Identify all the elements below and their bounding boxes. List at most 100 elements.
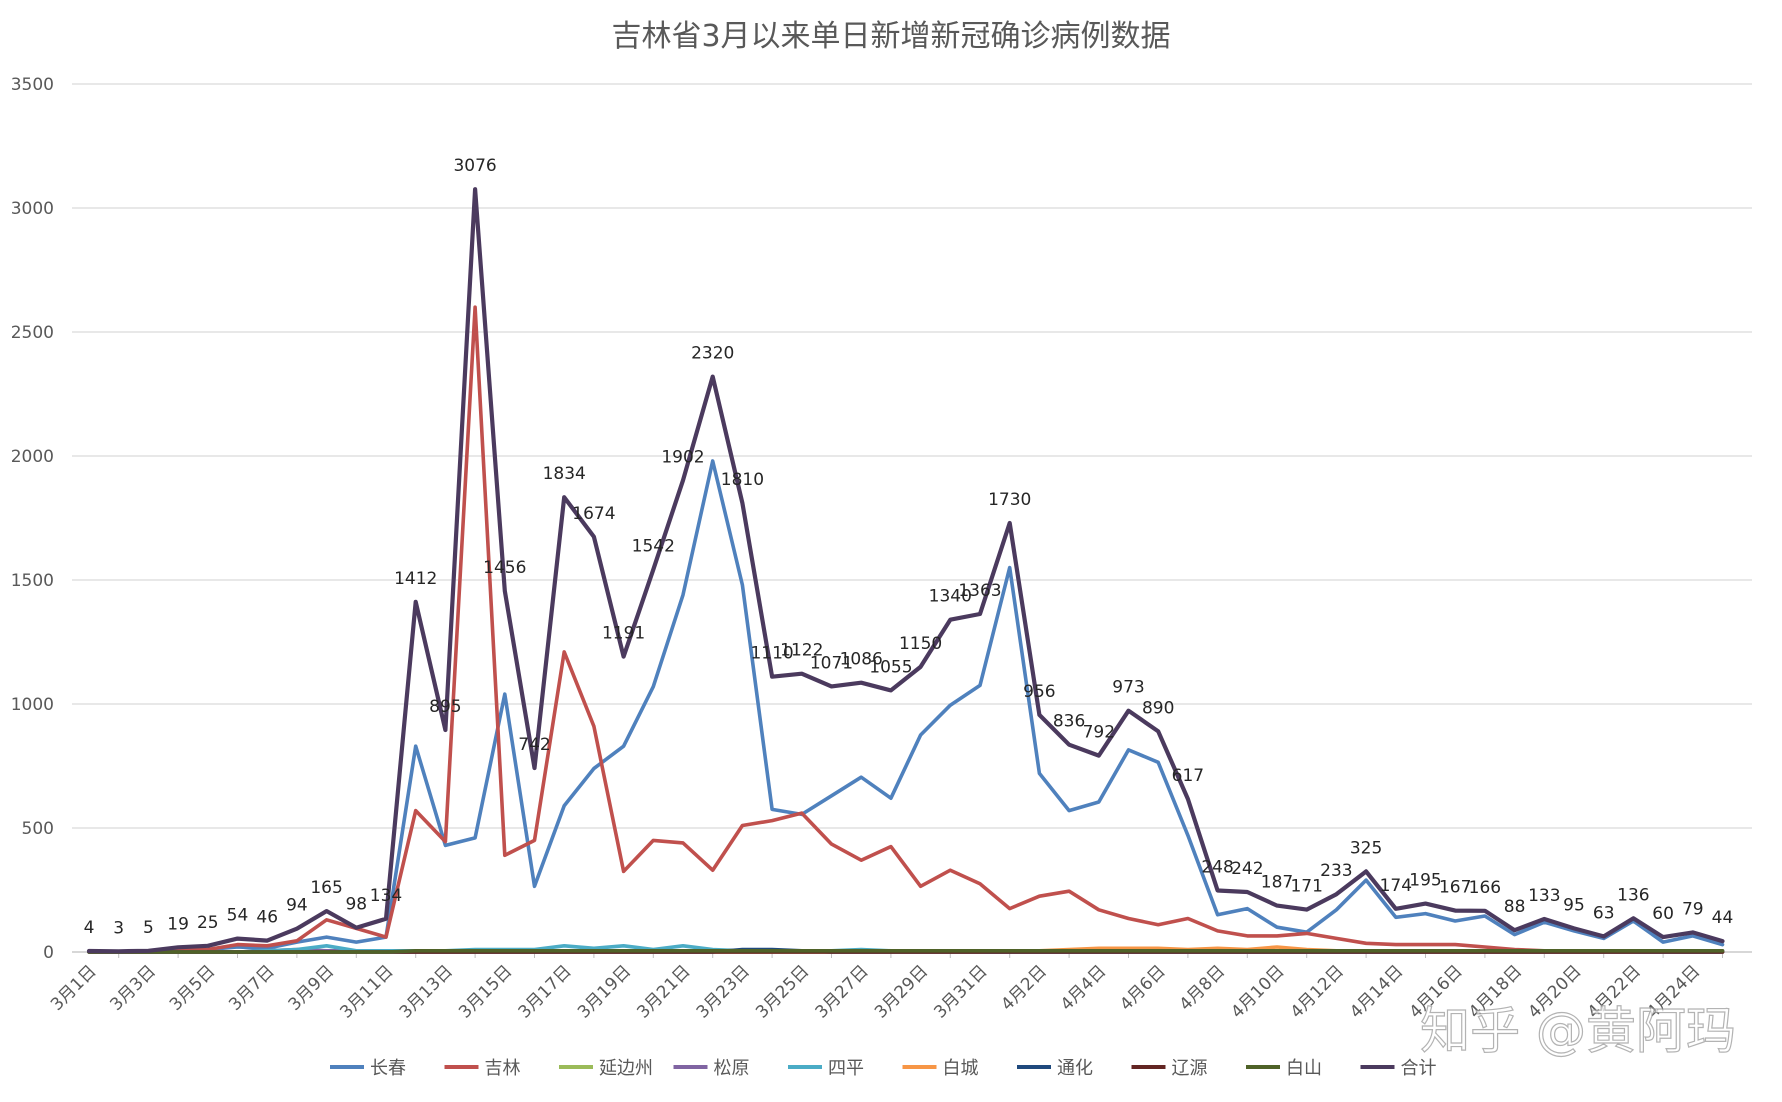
data-label: 1122 [780,641,823,661]
y-tick-label: 2500 [11,323,54,343]
x-tick-label: 4月6日 [1116,961,1169,1014]
legend: 长春 吉林 延边州 松原 四平 白城 通化 辽源 白山 合计 [330,1058,1437,1079]
series-line-0 [87,459,1725,954]
x-tick-label: 4月4日 [1057,961,1110,1014]
data-label: 973 [1112,678,1144,698]
data-label: 248 [1201,857,1233,877]
legend-label: 吉林 [485,1058,521,1079]
legend-label: 白山 [1286,1058,1322,1079]
data-label: 1834 [543,464,586,484]
data-label: 1674 [572,504,615,524]
data-label: 136 [1617,885,1649,905]
watermark-text: 知乎 @黄阿玛 [1420,1002,1736,1060]
x-tick-label: 3月25日 [752,961,813,1022]
legend-label: 长春 [370,1058,406,1079]
x-tick-label: 3月27日 [812,961,873,1022]
data-label: 1110 [750,644,793,664]
data-label: 890 [1142,698,1174,718]
data-label: 1542 [632,537,675,557]
data-label: 956 [1023,682,1055,702]
data-label: 1456 [483,558,526,578]
data-label: 94 [286,896,308,916]
data-label: 54 [227,906,249,926]
data-label: 171 [1290,877,1322,897]
x-tick-label: 3月5日 [166,961,219,1014]
series-line-1 [87,305,1725,954]
x-tick-label: 3月23日 [693,961,754,1022]
y-tick-label: 3000 [11,199,54,219]
data-label: 25 [197,913,219,933]
data-label: 1055 [869,657,912,677]
data-label: 1071 [810,653,853,673]
x-tick-label: 3月13日 [396,961,457,1022]
data-label: 133 [1528,886,1560,906]
data-label: 4 [84,918,95,938]
legend-label: 辽源 [1172,1058,1208,1079]
y-tick-label: 500 [22,819,54,839]
data-label: 2320 [691,344,734,364]
data-label: 742 [518,735,550,755]
legend-label: 合计 [1401,1058,1437,1079]
x-tick-label: 3月11日 [336,961,397,1022]
gridlines [72,83,1752,953]
legend-item: 辽源 [1131,1058,1208,1079]
data-label: 166 [1469,878,1501,898]
data-label: 1902 [661,447,704,467]
data-label: 1340 [929,587,972,607]
data-label: 88 [1504,897,1526,917]
legend-label: 通化 [1057,1058,1093,1079]
legend-item: 吉林 [444,1058,521,1079]
data-label: 617 [1172,766,1204,786]
chart-title: 吉林省3月以来单日新增新冠确诊病例数据 [611,19,1170,54]
data-label: 242 [1231,859,1263,879]
legend-label: 延边州 [599,1058,653,1079]
y-axis-ticks: 0 500 1000 1500 2000 2500 3000 3500 [11,75,54,963]
data-label: 1191 [602,624,645,644]
legend-item: 长春 [330,1058,406,1079]
y-tick-label: 1500 [11,571,54,591]
legend-item: 合计 [1360,1058,1437,1079]
data-label: 46 [256,908,278,928]
y-tick-label: 3500 [11,75,54,95]
data-label: 165 [310,878,342,898]
y-tick-label: 0 [43,943,54,963]
data-label: 1363 [958,581,1001,601]
series-line-9 [86,187,1725,954]
data-label: 1412 [394,569,437,589]
legend-item: 四平 [788,1058,864,1079]
x-tick-label: 3月9日 [285,961,338,1014]
legend-item: 白山 [1246,1058,1322,1079]
x-tick-label: 3月1日 [47,961,100,1014]
legend-label: 四平 [828,1058,864,1079]
legend-label: 白城 [943,1058,979,1079]
x-tick-label: 3月31日 [930,961,991,1022]
x-tick-label: 3月15日 [455,961,516,1022]
data-label: 3076 [453,156,496,176]
data-label: 44 [1712,908,1734,928]
x-tick-label: 4月10日 [1227,961,1288,1022]
x-tick-label: 3月21日 [633,961,694,1022]
x-tick-label: 3月19日 [574,961,635,1022]
data-label: 98 [345,895,367,915]
series-lines [86,187,1725,954]
legend-item: 通化 [1017,1058,1093,1079]
data-label: 1730 [988,490,1031,510]
data-label: 95 [1563,895,1585,915]
data-label: 134 [370,886,402,906]
legend-item: 延边州 [559,1058,653,1079]
data-label: 79 [1682,899,1704,919]
legend-label: 松原 [714,1058,750,1079]
data-label: 836 [1053,712,1085,732]
data-label: 19 [167,914,189,934]
data-label: 792 [1083,723,1115,743]
data-label: 895 [429,697,461,717]
data-label: 60 [1652,904,1674,924]
data-label: 1150 [899,634,942,654]
data-label: 167 [1439,878,1471,898]
data-label: 5 [143,918,154,938]
data-label: 325 [1350,838,1382,858]
legend-item: 白城 [902,1058,979,1079]
x-tick-label: 3月3日 [106,961,159,1014]
